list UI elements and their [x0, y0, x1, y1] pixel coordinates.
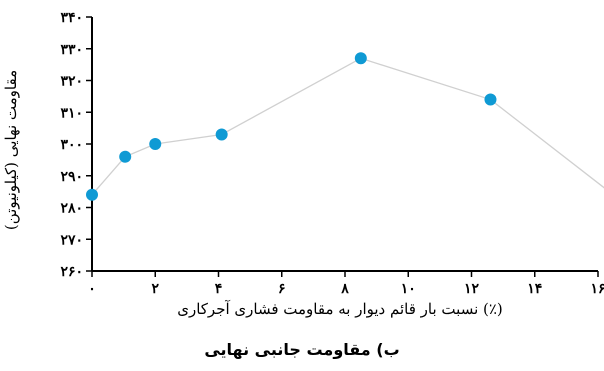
axes: [86, 16, 599, 277]
y-tick-label: ۳۰۰: [60, 137, 83, 153]
data-point: [86, 188, 98, 201]
figure-caption: ب) مقاومت جانبی نهایی: [204, 340, 400, 359]
series-line: [91, 57, 604, 196]
x-tick-label: ۱۴: [527, 281, 542, 297]
chart: ۲۶۰ ۲۷۰ ۲۸۰ ۲۹۰ ۳۰۰ ۳۱۰ ۳۲۰ ۳۳۰ ۳۴۰ ۰ ۲ ۴ ۶ ۸ ۱۰ ۱۲ ۱۴ ۱…: [2, 10, 604, 318]
x-tick-label: ۱۶: [590, 281, 604, 297]
data-point: [484, 93, 497, 106]
y-tick-label: ۳۴۰: [60, 10, 83, 26]
data-points: [86, 52, 497, 201]
y-tick-label: ۳۲۰: [60, 74, 83, 90]
x-tick-label: ۱۲: [464, 281, 480, 297]
data-point: [149, 138, 162, 150]
y-axis-title: مقاومت نهایی (کیلونیوتن): [2, 70, 20, 230]
y-tick-label: ۲۶۰: [60, 264, 83, 280]
data-point: [354, 52, 367, 65]
data-point: [215, 128, 228, 141]
x-axis-title: نسبت بار قائم دیوار به مقاومت فشاری آجرک…: [177, 300, 503, 318]
y-tick-label: ۲۸۰: [60, 201, 83, 217]
y-tick-label: ۲۷۰: [60, 232, 83, 248]
x-tick-label: ۶: [278, 281, 286, 297]
x-tick-label: ۰: [88, 281, 96, 297]
y-tick-labels: ۲۶۰ ۲۷۰ ۲۸۰ ۲۹۰ ۳۰۰ ۳۱۰ ۳۲۰ ۳۳۰ ۳۴۰: [60, 10, 83, 280]
x-tick-label: ۲: [151, 281, 159, 297]
x-tick-label: ۴: [215, 281, 223, 297]
y-tick-label: ۳۳۰: [60, 42, 83, 58]
data-point: [119, 150, 132, 163]
x-tick-labels: ۰ ۲ ۴ ۶ ۸ ۱۰ ۱۲ ۱۴ ۱۶: [88, 281, 604, 297]
x-tick-label: ۸: [340, 281, 349, 297]
y-tick-label: ۳۱۰: [60, 105, 83, 121]
y-tick-label: ۲۹۰: [60, 169, 83, 185]
x-tick-label: ۱۰: [401, 281, 416, 297]
